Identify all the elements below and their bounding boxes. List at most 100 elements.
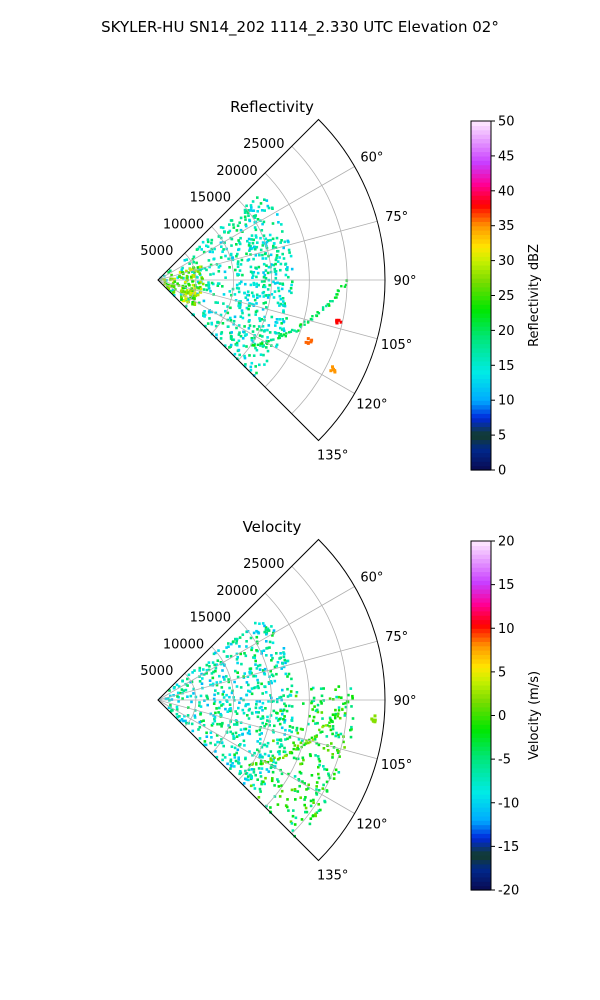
echo-cell: [273, 679, 277, 683]
echo-cell: [272, 629, 276, 632]
line-echo-cell: [343, 285, 347, 288]
echo-cell: [212, 257, 215, 261]
echo-cell: [218, 706, 221, 710]
colorbar-band: [471, 767, 491, 773]
colorbar-band: [471, 391, 491, 397]
echo-cell: [248, 324, 252, 327]
echo-cell: [237, 348, 241, 352]
echo-cell: [222, 293, 226, 296]
strong-echo-cell: [335, 319, 339, 323]
echo-cell: [286, 266, 289, 269]
line-echo-cell: [304, 742, 307, 745]
echo-cell: [166, 285, 169, 288]
colorbar-band: [471, 619, 491, 625]
echo-cell: [219, 662, 223, 666]
echo-cell: [191, 302, 194, 306]
echo-cell: [239, 315, 243, 318]
echo-cell: [242, 330, 245, 334]
line-echo-cell: [342, 702, 345, 705]
echo-cell: [254, 266, 257, 270]
echo-cell: [236, 260, 240, 263]
echo-cell: [237, 333, 241, 336]
echo-cell: [334, 734, 337, 738]
echo-cell: [257, 265, 261, 269]
echo-cell: [219, 226, 223, 229]
echo-cell: [248, 304, 251, 308]
echo-cell: [315, 811, 319, 814]
echo-cell: [276, 738, 279, 742]
echo-cell: [226, 710, 229, 713]
echo-cell: [238, 305, 242, 309]
echo-cell: [257, 767, 261, 770]
echo-cell: [176, 695, 179, 698]
line-echo-cell: [336, 289, 340, 292]
echo-cell: [273, 331, 277, 334]
echo-cell: [262, 302, 266, 305]
echo-cell: [210, 281, 214, 285]
echo-cell: [203, 743, 206, 746]
colorbar-tick-label: 10: [498, 394, 515, 409]
angle-tick-label: 90°: [393, 694, 416, 709]
colorbar-band: [471, 868, 491, 874]
echo-cell: [270, 293, 274, 296]
echo-cell: [202, 719, 205, 722]
echo-cell: [317, 789, 321, 792]
echo-cell: [248, 247, 252, 250]
echo-cell: [255, 703, 258, 706]
echo-cell: [264, 776, 267, 780]
echo-cell: [269, 694, 272, 697]
echo-cell: [205, 695, 209, 699]
echo-cell: [196, 276, 199, 279]
echo-cell: [243, 672, 246, 675]
colorbar-band: [471, 422, 491, 427]
echo-cell: [256, 271, 260, 275]
echo-cell: [247, 717, 251, 720]
echo-cell: [252, 283, 256, 286]
echo-cell: [214, 743, 217, 747]
echo-cell: [252, 674, 255, 678]
echo-cell: [276, 750, 280, 754]
echo-cell: [278, 256, 281, 259]
echo-cell: [301, 739, 304, 743]
echo-cell: [198, 701, 201, 704]
echo-cell: [207, 285, 211, 289]
echo-cell: [308, 753, 312, 756]
echo-cell: [238, 241, 241, 244]
echo-cell: [246, 298, 249, 302]
echo-cell: [263, 630, 266, 634]
echo-cell: [228, 229, 232, 233]
reflectivity-panel: 60°75°90°105°120°135°5000100001500020000…: [140, 98, 542, 479]
echo-cell: [258, 663, 262, 667]
line-echo-cell: [290, 751, 294, 755]
echo-cell: [236, 661, 239, 665]
echo-cell: [259, 771, 262, 774]
echo-cell: [290, 283, 293, 287]
echo-cell: [290, 822, 294, 825]
echo-cell: [168, 689, 171, 692]
angle-tick-label: 105°: [381, 758, 412, 773]
echo-cell: [293, 788, 297, 791]
colorbar-band: [471, 291, 491, 297]
echo-cell: [262, 295, 266, 298]
colorbar-band: [471, 230, 491, 236]
echo-cell: [172, 294, 176, 297]
line-echo-cell: [259, 342, 262, 345]
echo-cell: [239, 303, 242, 307]
echo-cell: [323, 767, 326, 771]
colorbar-band: [471, 374, 491, 379]
line-echo-cell: [324, 724, 328, 727]
echo-cell: [289, 690, 293, 693]
colorbar-band: [471, 147, 491, 153]
echo-cell: [245, 333, 248, 336]
echo-cell: [275, 664, 278, 668]
echo-cell: [236, 656, 239, 659]
colorbar-band: [471, 628, 491, 634]
echo-cell: [248, 725, 251, 729]
line-echo-cell: [285, 332, 288, 335]
echo-cell: [214, 666, 218, 670]
echo-cell: [193, 291, 197, 295]
echo-cell: [263, 624, 266, 628]
echo-cell: [239, 216, 243, 220]
echo-cell: [235, 343, 239, 347]
echo-cell: [291, 814, 295, 818]
